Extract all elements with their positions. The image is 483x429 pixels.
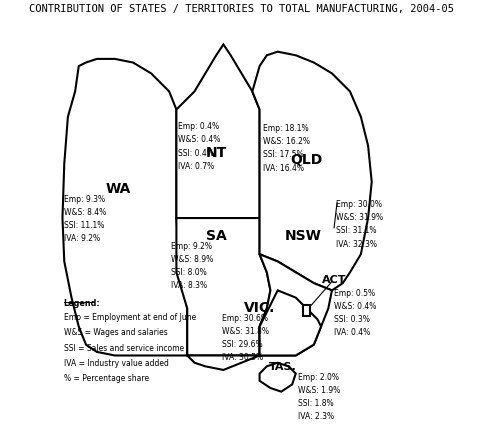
Text: QLD: QLD: [290, 153, 323, 167]
Text: TAS.: TAS.: [269, 362, 297, 372]
Polygon shape: [176, 218, 270, 356]
Text: Emp: 18.1%
W&S: 16.2%
SSI: 17.5%
IVA: 16.4%: Emp: 18.1% W&S: 16.2% SSI: 17.5% IVA: 16…: [263, 124, 310, 172]
Text: % = Percentage share: % = Percentage share: [64, 374, 149, 383]
Text: SSI = Sales and service income: SSI = Sales and service income: [64, 344, 184, 353]
Text: Legend:: Legend:: [64, 299, 100, 308]
Text: Emp: 0.5%
W&S: 0.4%
SSI: 0.3%
IVA: 0.4%: Emp: 0.5% W&S: 0.4% SSI: 0.3% IVA: 0.4%: [334, 289, 376, 337]
Text: IVA = Industry value added: IVA = Industry value added: [64, 359, 169, 368]
Text: W&S = Wages and salaries: W&S = Wages and salaries: [64, 328, 167, 337]
Text: SA: SA: [206, 229, 227, 243]
Polygon shape: [187, 290, 321, 370]
Text: Emp: 9.3%
W&S: 8.4%
SSI: 11.1%
IVA: 9.2%: Emp: 9.3% W&S: 8.4% SSI: 11.1% IVA: 9.2%: [64, 194, 106, 243]
Polygon shape: [259, 254, 332, 356]
Polygon shape: [252, 51, 372, 290]
Text: Emp: 0.4%
W&S: 0.4%
SSI: 0.4%
IVA: 0.7%: Emp: 0.4% W&S: 0.4% SSI: 0.4% IVA: 0.7%: [178, 122, 221, 171]
Text: Emp: 9.2%
W&S: 8.9%
SSI: 8.0%
IVA: 8.3%: Emp: 9.2% W&S: 8.9% SSI: 8.0% IVA: 8.3%: [171, 242, 213, 290]
Text: Emp: 30.6%
W&S: 31.8%
SSI: 29.6%
IVA: 30.5%: Emp: 30.6% W&S: 31.8% SSI: 29.6% IVA: 30…: [222, 314, 269, 363]
Polygon shape: [259, 363, 296, 392]
Text: Emp = Employment at end of June: Emp = Employment at end of June: [64, 313, 196, 322]
Polygon shape: [303, 305, 310, 316]
Title: CONTRIBUTION OF STATES / TERRITORIES TO TOTAL MANUFACTURING, 2004-05: CONTRIBUTION OF STATES / TERRITORIES TO …: [29, 4, 454, 14]
Text: Emp: 30.0%
W&S: 31.9%
SSI: 31.1%
IVA: 32.3%: Emp: 30.0% W&S: 31.9% SSI: 31.1% IVA: 32…: [336, 200, 383, 248]
Text: ACT: ACT: [322, 275, 346, 284]
Text: NT: NT: [206, 146, 227, 160]
Text: VIC.: VIC.: [244, 302, 275, 315]
Text: NSW: NSW: [284, 229, 321, 243]
Text: WA: WA: [106, 182, 131, 196]
Polygon shape: [62, 59, 187, 356]
Text: Emp: 2.0%
W&S: 1.9%
SSI: 1.8%
IVA: 2.3%: Emp: 2.0% W&S: 1.9% SSI: 1.8% IVA: 2.3%: [298, 373, 340, 421]
Polygon shape: [176, 45, 259, 218]
